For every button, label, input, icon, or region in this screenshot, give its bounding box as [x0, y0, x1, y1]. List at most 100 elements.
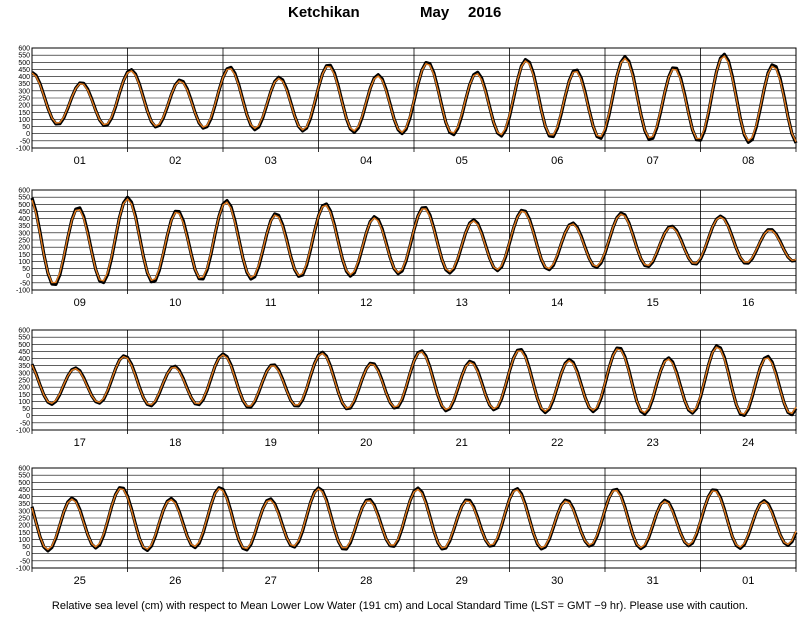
tide-panel: -100-50050100150200250300350400450500550…	[16, 46, 798, 167]
y-tick-label: 500	[18, 60, 30, 67]
y-tick-label: 450	[18, 349, 30, 356]
x-tick-label: 14	[551, 297, 563, 309]
x-tick-label: 30	[551, 575, 563, 587]
y-tick-label: 350	[18, 81, 30, 88]
predicted-tide-line	[31, 488, 797, 551]
x-tick-label: 20	[360, 437, 372, 449]
y-tick-label: 150	[18, 530, 30, 537]
y-tick-label: 250	[18, 238, 30, 245]
y-tick-label: 300	[18, 230, 30, 237]
x-tick-label: 19	[265, 437, 277, 449]
y-tick-label: 600	[18, 328, 30, 335]
y-tick-label: 450	[18, 209, 30, 216]
x-tick-label: 01	[742, 575, 754, 587]
x-tick-label: 25	[74, 575, 86, 587]
y-tick-label: 200	[18, 385, 30, 392]
station-name: Ketchikan	[288, 4, 360, 21]
y-tick-label: 0	[26, 551, 30, 558]
y-tick-label: 100	[18, 117, 30, 124]
caption: Relative sea level (cm) with respect to …	[51, 600, 749, 612]
plot-frame	[31, 467, 797, 569]
y-tick-label: 500	[18, 342, 30, 349]
month-label: May	[420, 4, 450, 21]
y-tick-label: 400	[18, 356, 30, 363]
tide-charts: -100-50050100150200250300350400450500550…	[16, 46, 798, 587]
x-tick-label: 18	[169, 437, 181, 449]
y-tick-label: 400	[18, 494, 30, 501]
y-tick-label: 400	[18, 74, 30, 81]
y-tick-label: 300	[18, 508, 30, 515]
y-tick-label: 50	[22, 124, 30, 131]
y-tick-label: 300	[18, 370, 30, 377]
y-tick-label: 250	[18, 96, 30, 103]
x-tick-label: 23	[647, 437, 659, 449]
x-tick-label: 26	[169, 575, 181, 587]
y-tick-label: -100	[16, 288, 30, 295]
y-tick-label: 600	[18, 46, 30, 53]
y-tick-label: -100	[16, 428, 30, 435]
x-tick-label: 06	[551, 155, 563, 167]
x-tick-label: 16	[742, 297, 754, 309]
y-tick-label: 550	[18, 335, 30, 342]
x-tick-label: 21	[456, 437, 468, 449]
x-tick-label: 22	[551, 437, 563, 449]
y-tick-label: 100	[18, 399, 30, 406]
predicted-tide-line	[31, 198, 797, 284]
y-tick-label: 550	[18, 53, 30, 60]
x-tick-label: 12	[360, 297, 372, 309]
y-tick-label: 200	[18, 245, 30, 252]
y-tick-label: 600	[18, 466, 30, 473]
plot-frame	[31, 47, 797, 149]
x-tick-label: 17	[74, 437, 86, 449]
y-tick-label: -50	[20, 420, 30, 427]
x-tick-label: 07	[647, 155, 659, 167]
y-tick-label: -50	[20, 138, 30, 145]
y-tick-label: -50	[20, 558, 30, 565]
y-tick-label: 550	[18, 473, 30, 480]
y-tick-label: 500	[18, 480, 30, 487]
x-tick-label: 29	[456, 575, 468, 587]
chart-title: Ketchikan May 2016	[0, 4, 800, 28]
y-tick-label: -50	[20, 280, 30, 287]
x-tick-label: 24	[742, 437, 754, 449]
x-tick-label: 04	[360, 155, 372, 167]
x-tick-label: 09	[74, 297, 86, 309]
x-tick-label: 03	[265, 155, 277, 167]
x-tick-label: 28	[360, 575, 372, 587]
y-tick-label: 450	[18, 487, 30, 494]
x-tick-label: 05	[456, 155, 468, 167]
plot-frame	[31, 189, 797, 291]
y-tick-label: 50	[22, 544, 30, 551]
y-tick-label: 0	[26, 131, 30, 138]
y-tick-label: 0	[26, 413, 30, 420]
x-tick-label: 02	[169, 155, 181, 167]
y-tick-label: 350	[18, 501, 30, 508]
y-tick-label: 500	[18, 202, 30, 209]
y-tick-label: 300	[18, 88, 30, 95]
y-tick-label: 550	[18, 195, 30, 202]
x-tick-label: 11	[265, 297, 276, 309]
x-tick-label: 31	[647, 575, 659, 587]
y-tick-label: 200	[18, 103, 30, 110]
y-tick-label: 100	[18, 259, 30, 266]
x-tick-label: 27	[265, 575, 277, 587]
y-tick-label: 450	[18, 67, 30, 74]
y-tick-label: 100	[18, 537, 30, 544]
x-tick-label: 13	[456, 297, 468, 309]
predicted-tide-line	[31, 55, 797, 143]
y-tick-label: 50	[22, 266, 30, 273]
y-tick-label: 200	[18, 523, 30, 530]
y-tick-label: -100	[16, 146, 30, 153]
predicted-tide-line	[31, 346, 797, 415]
x-tick-label: 08	[742, 155, 754, 167]
tide-panel: -100-50050100150200250300350400450500550…	[16, 466, 798, 587]
y-tick-label: 150	[18, 252, 30, 259]
y-tick-label: 350	[18, 363, 30, 370]
y-tick-label: 600	[18, 188, 30, 195]
plot-frame	[31, 329, 797, 431]
y-tick-label: 150	[18, 392, 30, 399]
y-tick-label: 400	[18, 216, 30, 223]
tide-panel: -100-50050100150200250300350400450500550…	[16, 328, 798, 449]
y-tick-label: 250	[18, 378, 30, 385]
y-tick-label: 250	[18, 516, 30, 523]
